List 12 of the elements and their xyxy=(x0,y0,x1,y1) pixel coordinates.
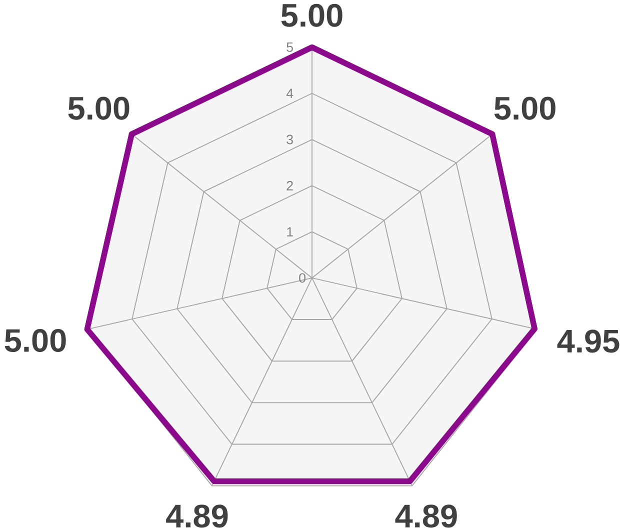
y-tick-label: 1 xyxy=(287,226,293,236)
spoke-label: 4.89 xyxy=(395,504,457,528)
y-tick-label: 4 xyxy=(286,88,294,98)
spoke-label: 4.89 xyxy=(166,504,228,528)
y-tick-label: 5 xyxy=(286,42,293,52)
spoke-label: 5.00 xyxy=(4,328,66,352)
y-tick-label: 2 xyxy=(286,180,293,190)
spoke-label: 4.95 xyxy=(557,329,620,352)
spoke-label: 5.00 xyxy=(281,4,342,27)
spoke-label: 5.00 xyxy=(494,96,556,120)
y-tick-label: 3 xyxy=(286,134,293,144)
spoke-label: 5.00 xyxy=(68,96,130,120)
